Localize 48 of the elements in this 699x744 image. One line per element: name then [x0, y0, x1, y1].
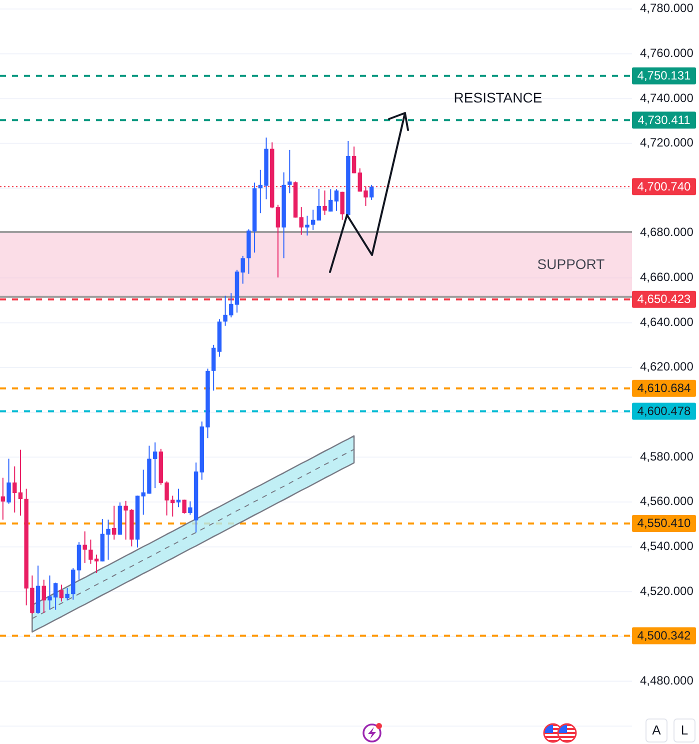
ref-line-label: 4,750.131 [637, 68, 692, 83]
y-tick-label: 4,540.000 [640, 538, 694, 553]
candlestick [316, 188, 322, 222]
y-tick-label: 4,780.000 [640, 1, 694, 16]
y-tick-label: 4,760.000 [640, 46, 694, 60]
candlestick [12, 466, 17, 514]
ref-line-label: 4,650.423 [637, 292, 692, 306]
y-tick-label: 4,720.000 [640, 136, 694, 150]
candlestick [82, 530, 87, 564]
candlestick [322, 190, 327, 216]
candlestick [328, 188, 333, 212]
candlestick [340, 191, 344, 220]
y-tick-label: 4,620.000 [640, 360, 694, 374]
y-tick-label: 4,580.000 [640, 449, 694, 464]
candlestick [18, 449, 23, 516]
band-label: SUPPORT [537, 256, 606, 272]
ref-line-label: 4,700.740 [637, 179, 692, 194]
candlestick [288, 149, 292, 194]
candlestick [65, 588, 70, 601]
candlestick [42, 579, 46, 614]
y-tick-label: 4,680.000 [640, 225, 694, 240]
candlestick [352, 146, 356, 174]
y-tick-label: 4,560.000 [640, 494, 694, 508]
y-tick-label: 4,520.000 [640, 584, 694, 598]
candlestick [334, 188, 339, 212]
ref-line-label: 4,550.410 [637, 516, 692, 530]
text: A [652, 722, 662, 738]
candlestick [211, 344, 216, 392]
candlestick [305, 215, 310, 236]
annotation: RESISTANCE [454, 90, 542, 106]
y-tick-label: 4,660.000 [640, 270, 694, 284]
y-tick-label: 4,480.000 [640, 673, 694, 688]
text: L [680, 722, 688, 738]
candlestick [112, 505, 116, 540]
candlestick [276, 204, 280, 278]
ref-line-label: 4,500.342 [637, 628, 692, 642]
candlestick [182, 499, 186, 514]
candlestick [299, 206, 304, 236]
candlestick [369, 184, 374, 200]
y-tick-label: 4,640.000 [640, 314, 694, 329]
y-tick-label: 4,740.000 [640, 90, 694, 105]
candlestick [310, 209, 316, 230]
ref-line-label: 4,600.478 [637, 404, 692, 418]
candlestick [0, 477, 6, 520]
ref-line-label: 4,730.411 [638, 112, 691, 127]
candlestick [6, 458, 11, 504]
ref-line-label: 4,610.684 [637, 381, 692, 396]
candlestick [59, 584, 64, 602]
